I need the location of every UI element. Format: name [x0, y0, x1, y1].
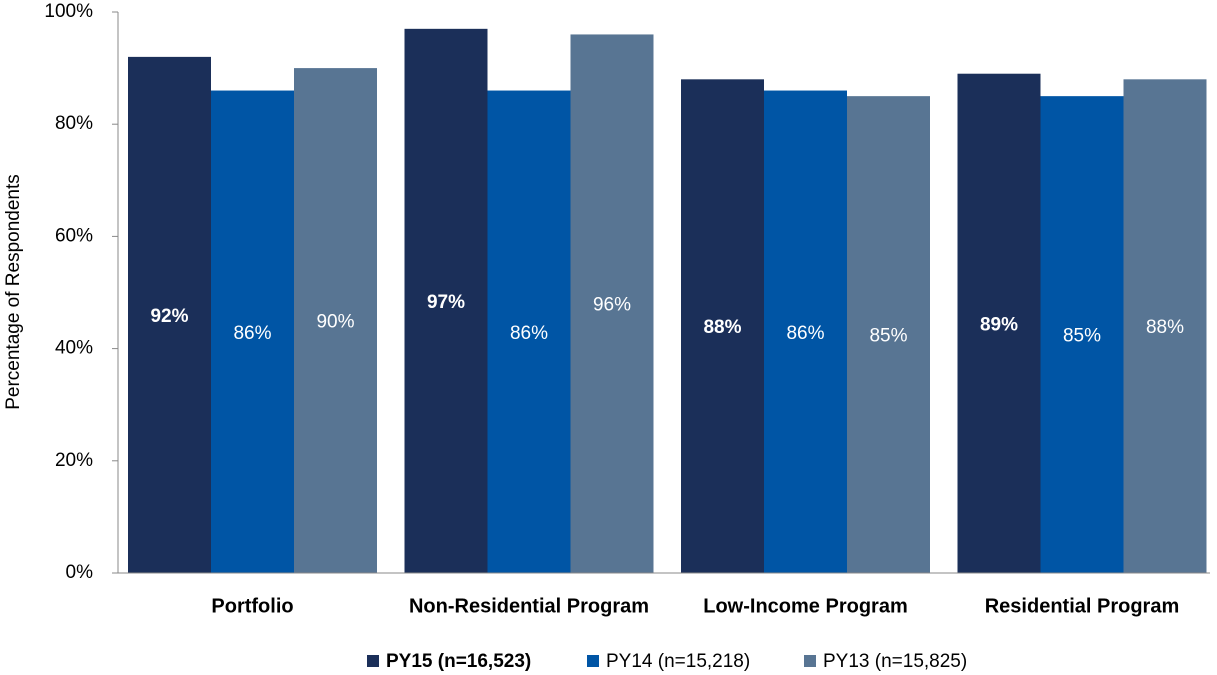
value-label: 88% — [1146, 317, 1184, 338]
bar — [1123, 79, 1207, 573]
legend-swatch — [804, 655, 816, 667]
value-label: 86% — [233, 323, 271, 344]
y-tick-label: 40% — [55, 338, 93, 359]
value-label: 90% — [316, 312, 354, 333]
value-label: 92% — [150, 306, 188, 327]
value-label: 86% — [510, 323, 548, 344]
y-tick-label: 80% — [55, 113, 93, 134]
x-tick-label: Non-Residential Program — [409, 595, 649, 617]
x-tick-label: Portfolio — [211, 595, 293, 617]
legend-label: PY13 (n=15,825) — [823, 651, 967, 672]
value-label: 85% — [869, 326, 907, 347]
bar — [847, 96, 930, 574]
value-label: 88% — [703, 317, 741, 338]
value-label: 97% — [427, 292, 465, 313]
bar — [681, 79, 764, 573]
legend-label: PY15 (n=16,523) — [386, 651, 531, 672]
bar — [1040, 96, 1124, 574]
bar — [404, 28, 488, 573]
bar — [211, 90, 294, 573]
legend-swatch — [587, 655, 599, 667]
y-tick-label: 60% — [55, 225, 93, 246]
bar — [570, 34, 654, 573]
y-tick-label: 100% — [44, 1, 93, 22]
bar — [128, 56, 211, 573]
legend-swatch — [367, 655, 379, 667]
value-label: 86% — [786, 323, 824, 344]
x-tick-label: Residential Program — [985, 595, 1180, 617]
value-label: 85% — [1063, 326, 1101, 347]
value-label: 89% — [980, 314, 1018, 335]
y-tick-label: 0% — [66, 562, 94, 583]
value-label: 96% — [593, 295, 631, 316]
bar — [294, 68, 377, 573]
y-tick-label: 20% — [55, 450, 93, 471]
legend-label: PY14 (n=15,218) — [606, 651, 750, 672]
x-tick-label: Low-Income Program — [703, 595, 907, 617]
bar — [764, 90, 847, 573]
y-axis-label: Percentage of Respondents — [3, 174, 24, 410]
bar — [487, 90, 571, 573]
bar — [957, 73, 1041, 574]
